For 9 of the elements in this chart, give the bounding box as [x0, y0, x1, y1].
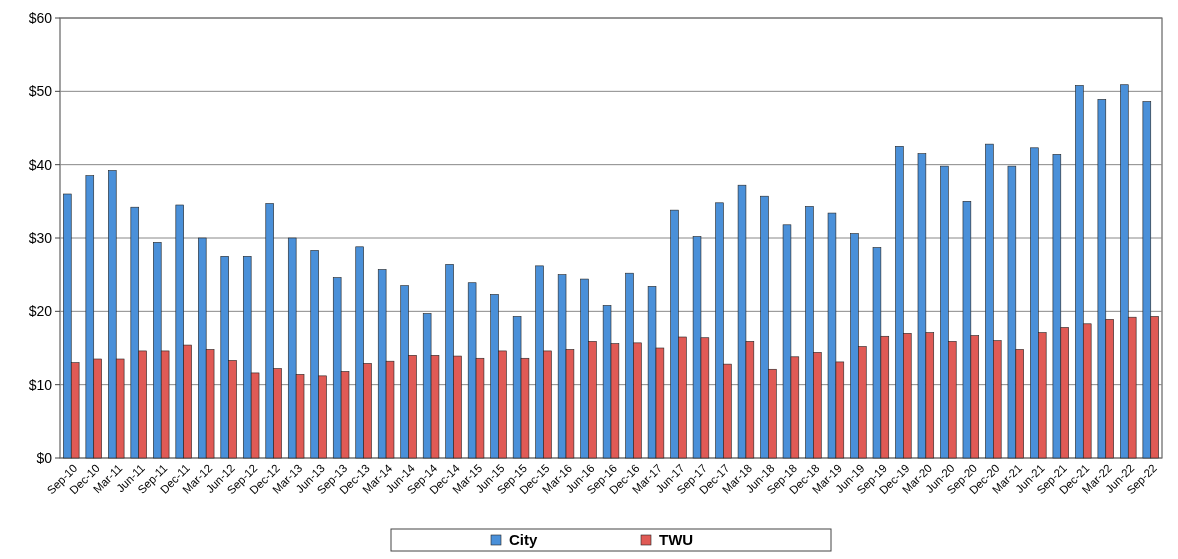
y-tick-label: $50 — [28, 83, 53, 100]
y-tick-label: $40 — [28, 156, 53, 173]
y-tick-label: $10 — [28, 376, 53, 393]
legend-label: TWU — [659, 531, 694, 548]
y-tick-label: $0 — [36, 449, 53, 466]
y-tick-label: $60 — [28, 9, 53, 26]
y-tick-label: $30 — [28, 229, 53, 246]
y-tick-label: $20 — [28, 303, 53, 320]
legend-label: City — [509, 531, 538, 548]
